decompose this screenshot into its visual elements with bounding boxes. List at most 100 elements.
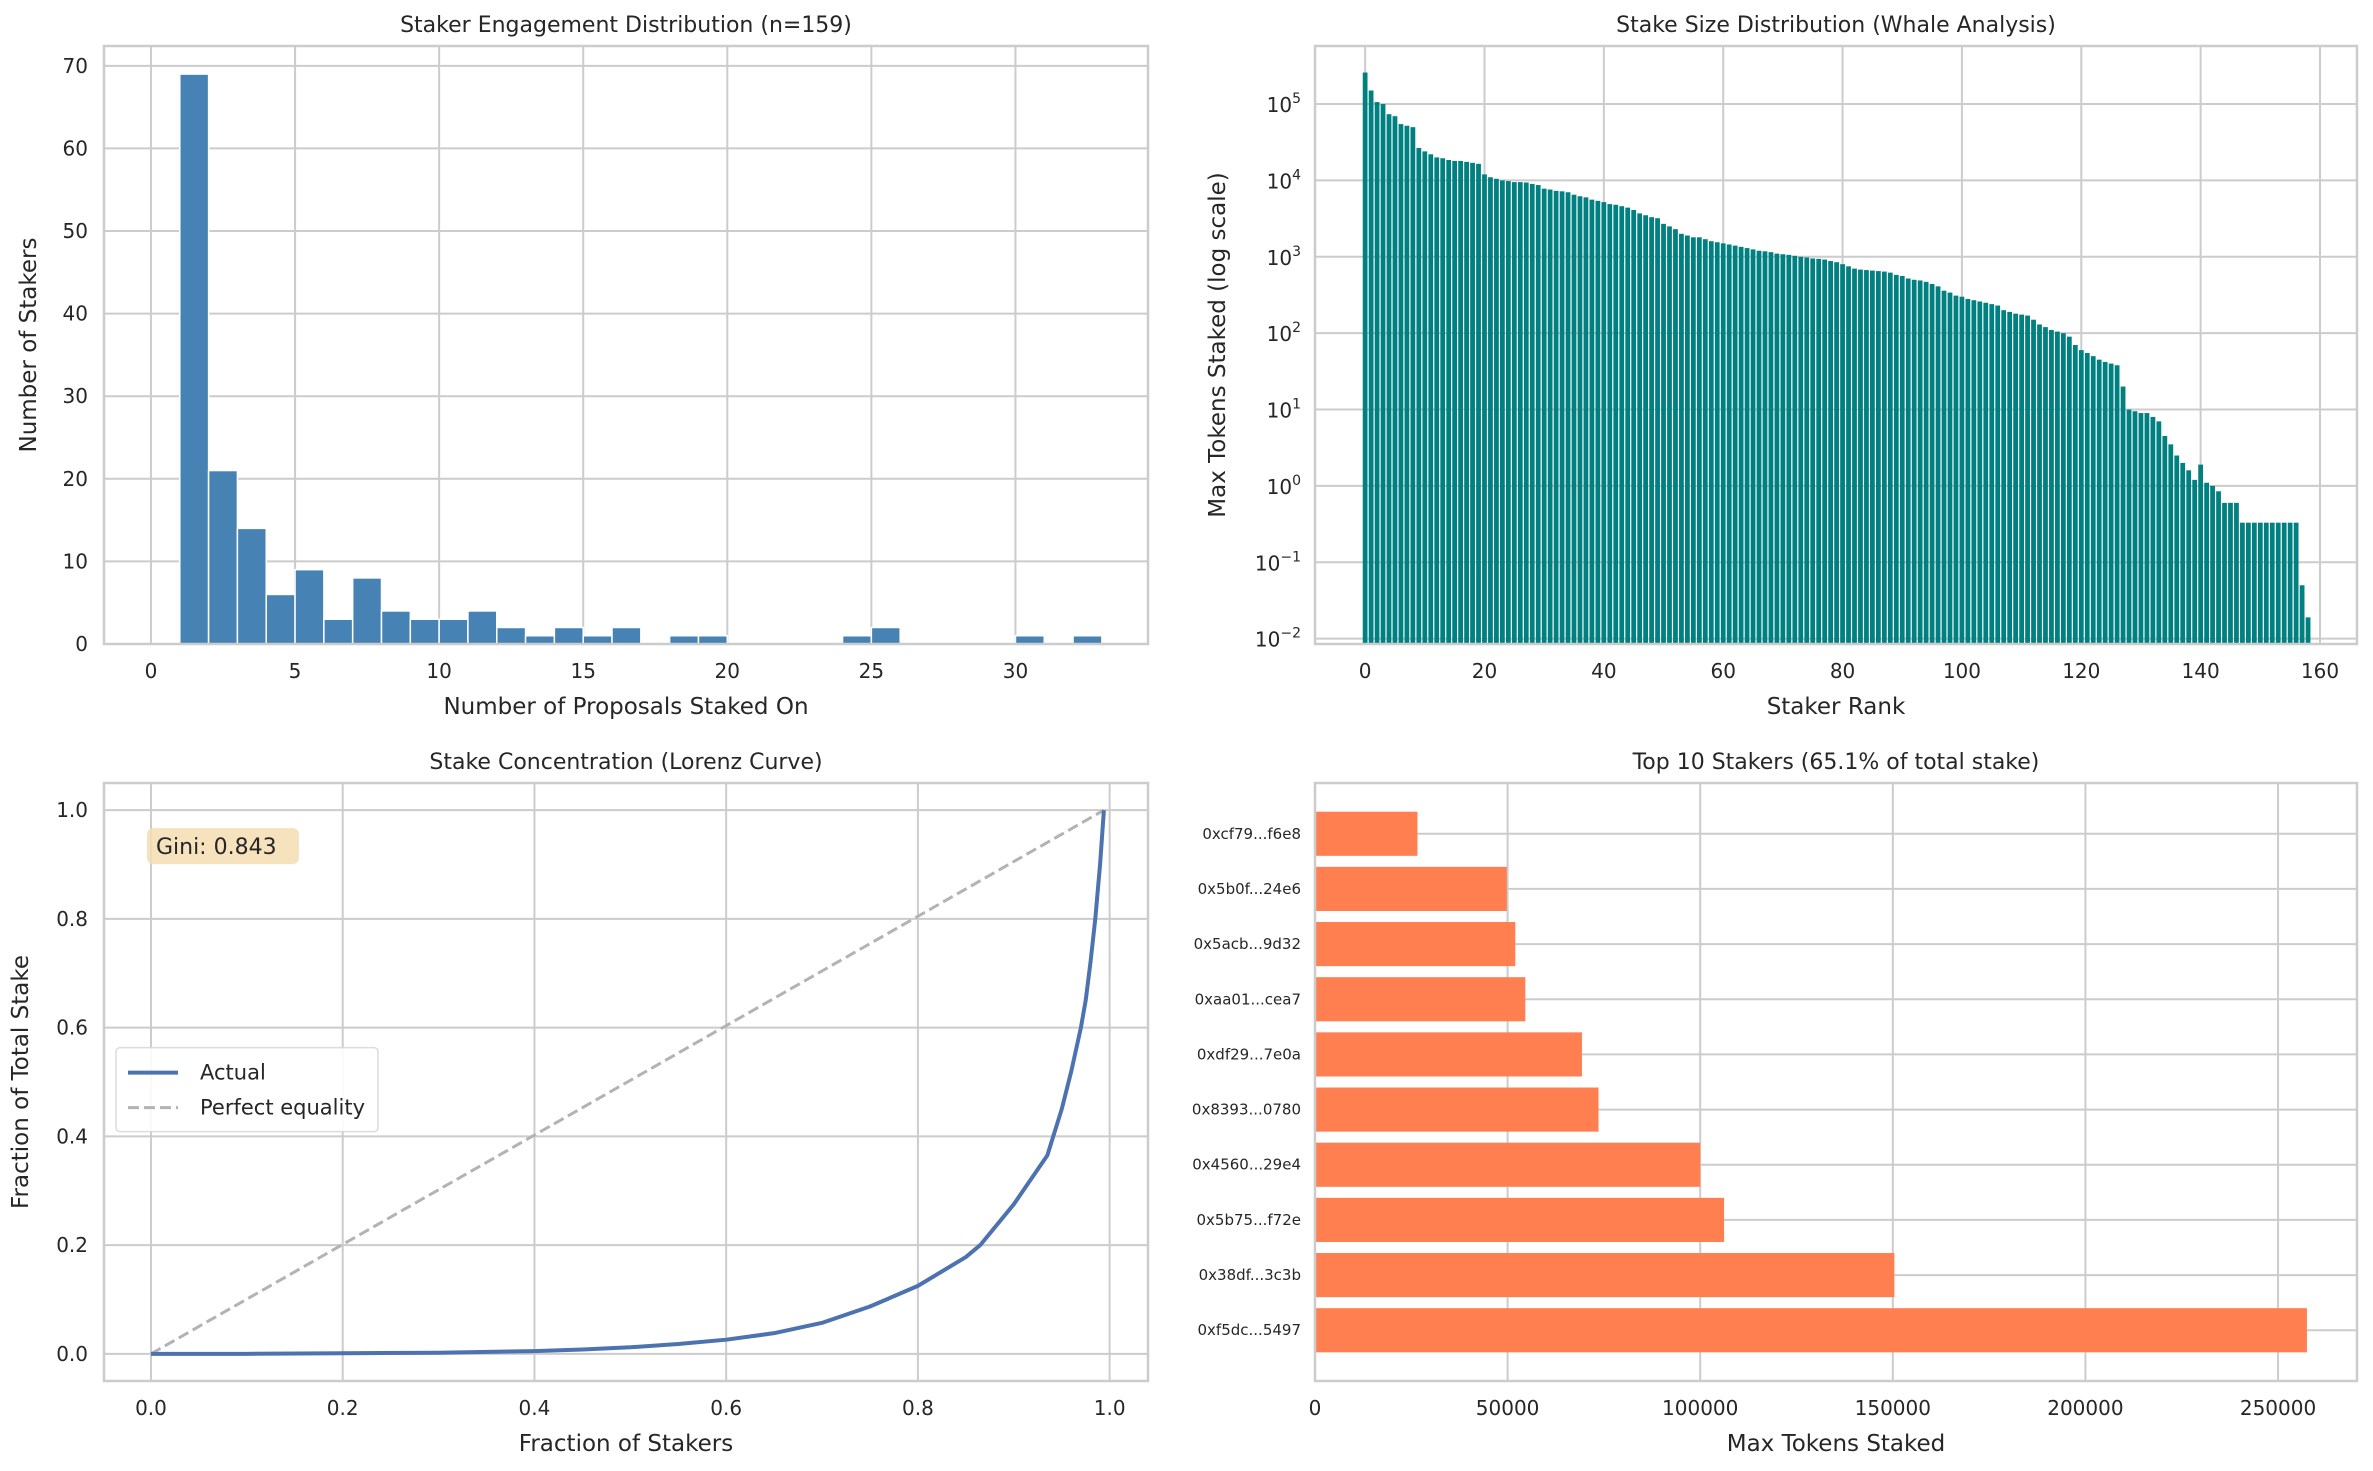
x-tick-label: 30: [1003, 659, 1028, 683]
x-tick-label: 5: [289, 659, 302, 683]
y-tick-label: 1.0: [56, 798, 88, 822]
rank-bar: [1864, 270, 1869, 644]
histogram-bar: [438, 618, 469, 645]
rank-bar: [1881, 271, 1887, 644]
rank-bar: [2204, 482, 2209, 644]
rank-bar: [1911, 279, 1917, 644]
rank-bar: [1774, 253, 1780, 644]
rank-bar: [1434, 157, 1440, 644]
rank-bar: [1762, 251, 1768, 644]
staker-address-label: 0x5b0f...24e6: [1198, 880, 1301, 898]
rank-bar: [1380, 104, 1386, 644]
y-axis-label: Number of Stakers: [16, 238, 42, 453]
histogram-bar: [611, 626, 642, 645]
rank-bar: [1511, 182, 1517, 644]
rank-bar: [2186, 470, 2192, 644]
rank-bar: [2031, 319, 2036, 644]
y-tick-label: 60: [63, 136, 88, 160]
rank-bar: [1941, 290, 1947, 644]
rank-bar: [2198, 464, 2204, 644]
rank-bar: [1959, 296, 1965, 644]
rank-bar: [1708, 241, 1714, 645]
tick-base: 10: [1267, 475, 1292, 499]
y-tick-label: 104: [1267, 167, 1301, 193]
rank-bar: [1470, 162, 1475, 644]
x-tick-label: 0.8: [902, 1396, 934, 1420]
legend-label-actual: Actual: [200, 1061, 266, 1085]
rank-bar: [1571, 194, 1577, 644]
y-tick-label: 0: [75, 632, 88, 656]
rank-bar: [1577, 196, 1583, 644]
rank-bar: [1631, 209, 1637, 644]
histogram-bar: [179, 73, 210, 645]
tick-exponent: 1: [1292, 397, 1301, 413]
x-tick-label: 0.2: [327, 1396, 359, 1420]
rank-bar: [1792, 255, 1798, 645]
rank-bar: [1643, 215, 1649, 645]
x-axis-label: Fraction of Stakers: [519, 1431, 733, 1457]
rank-bar: [1392, 116, 1398, 644]
staker-bar: [1315, 1197, 1725, 1242]
x-tick-label: 160: [2301, 659, 2339, 683]
rank-bar: [2007, 311, 2013, 644]
x-tick-label: 15: [570, 659, 595, 683]
rank-bar: [1452, 160, 1458, 644]
rank-bar: [2234, 502, 2239, 644]
engagement-histogram: Staker Engagement Distribution (n=159) 0 1…: [16, 13, 1150, 720]
rank-bar: [2216, 491, 2221, 644]
rank-bar: [1553, 190, 1559, 644]
x-tick-label: 0: [1359, 659, 1372, 683]
rank-bar: [1529, 183, 1535, 644]
histogram-bar: [323, 618, 354, 645]
top10-bar-chart: Top 10 Stakers (65.1% of total stake) 0 50…: [1192, 750, 2359, 1457]
rank-bar: [2049, 330, 2054, 644]
rank-bar: [1404, 125, 1410, 644]
rank-bar: [1768, 252, 1774, 644]
staker-address-label: 0xcf79...f6e8: [1202, 825, 1301, 843]
rank-bar: [1625, 207, 1631, 644]
rank-bar: [1798, 256, 1804, 644]
y-tick-label: 0.2: [56, 1233, 88, 1257]
chart-title: Stake Concentration (Lorenz Curve): [429, 750, 822, 775]
staker-address-label: 0xdf29...7e0a: [1197, 1045, 1301, 1063]
rank-bar: [1953, 295, 1959, 644]
legend-box: [115, 1046, 379, 1133]
rank-bar: [1720, 243, 1726, 644]
rank-bar: [1398, 124, 1404, 644]
x-tick-label: 0.0: [135, 1396, 167, 1420]
rank-bar: [1559, 191, 1565, 644]
rank-bar: [1852, 268, 1857, 644]
y-tick-label: 30: [63, 384, 88, 408]
rank-bar: [1488, 177, 1493, 644]
staker-bar: [1315, 977, 1526, 1022]
rank-bar: [1595, 200, 1601, 644]
rank-bar: [2055, 331, 2060, 644]
rank-bar: [2150, 416, 2156, 644]
rank-bar: [1649, 217, 1654, 644]
tick-exponent: 5: [1292, 91, 1301, 107]
whale-bar-chart: Stake Size Distribution (Whale Analysis)…: [1205, 13, 2359, 720]
plot-frame: [1313, 781, 2359, 1383]
plot-frame: [1313, 44, 2359, 646]
y-tick-label: 0.4: [56, 1124, 88, 1148]
rank-bar: [2120, 386, 2126, 644]
staker-address-label: 0xf5dc...5497: [1198, 1321, 1302, 1339]
histogram-bar: [467, 610, 498, 645]
rank-bar: [1362, 72, 1368, 644]
rank-bar: [2072, 344, 2078, 644]
rank-bar: [2287, 522, 2293, 644]
y-tick-label: 0.0: [56, 1342, 88, 1366]
rank-bar: [2174, 455, 2180, 644]
rank-bar: [1917, 280, 1923, 644]
rank-bar: [1637, 213, 1643, 644]
rank-bar: [1750, 249, 1756, 644]
rank-bar: [2132, 411, 2138, 644]
rank-bar: [1661, 223, 1666, 644]
rank-bar: [2126, 409, 2132, 644]
legend-label-equality: Perfect equality: [200, 1096, 365, 1120]
histogram-bar: [351, 577, 383, 645]
tick-exponent: 4: [1292, 167, 1301, 183]
rank-bar: [1870, 270, 1875, 644]
rank-bar: [1887, 272, 1893, 644]
staker-address-label: 0x5acb...9d32: [1194, 935, 1301, 953]
